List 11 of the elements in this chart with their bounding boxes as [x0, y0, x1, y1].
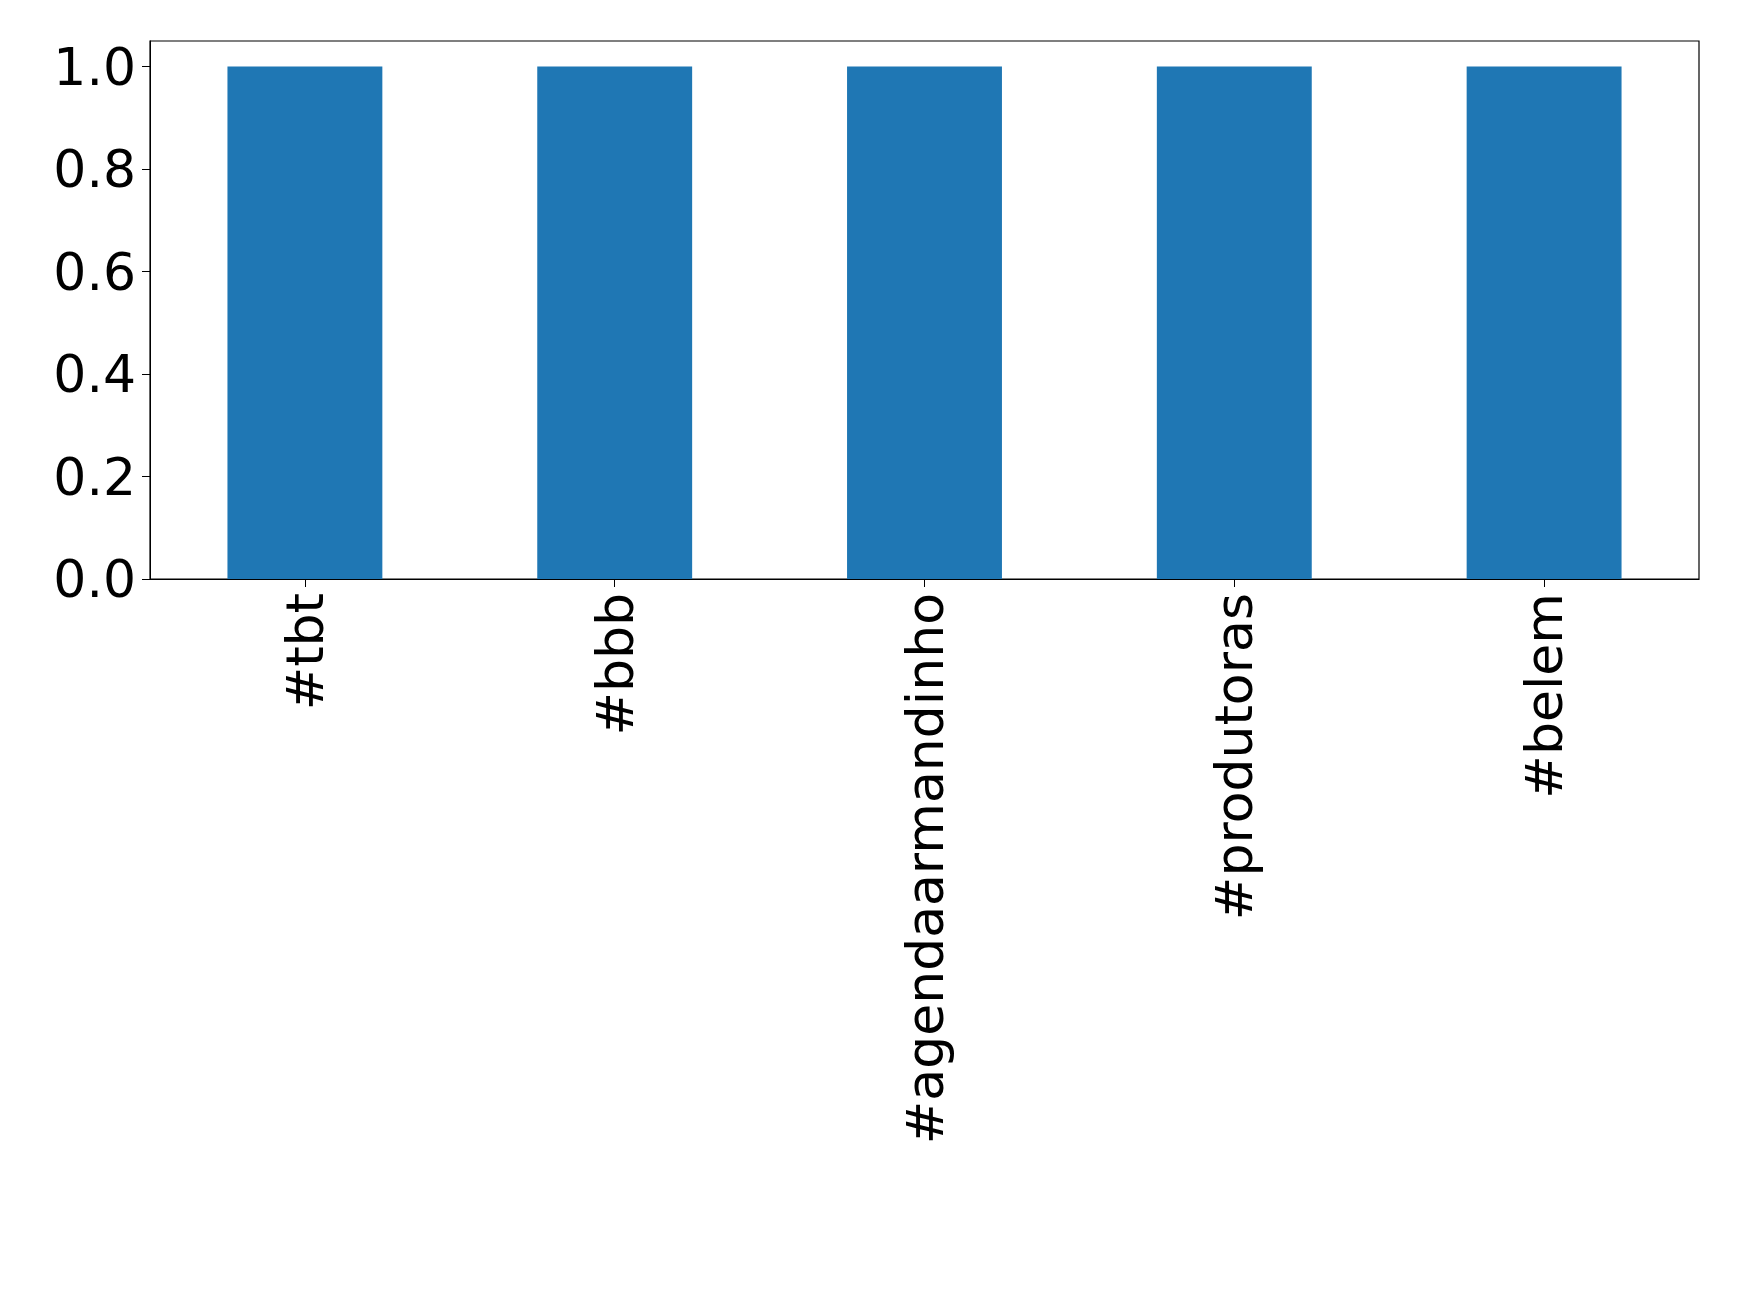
y-tick-label: 0.6 [53, 241, 136, 302]
y-tick-label: 0.0 [53, 549, 136, 609]
x-tick-label: #tbt [274, 593, 335, 711]
x-tick-label: #belem [1514, 593, 1575, 799]
y-tick-label: 0.2 [53, 446, 136, 507]
x-tick-label: #agendaarmandinho [894, 593, 955, 1145]
x-tick-label: #produtoras [1204, 593, 1265, 921]
x-tick-label: #bbb [584, 593, 645, 736]
y-tick-label: 0.8 [53, 139, 136, 200]
y-tick-label: 1.0 [53, 36, 136, 97]
y-tick-label: 0.4 [53, 344, 136, 405]
